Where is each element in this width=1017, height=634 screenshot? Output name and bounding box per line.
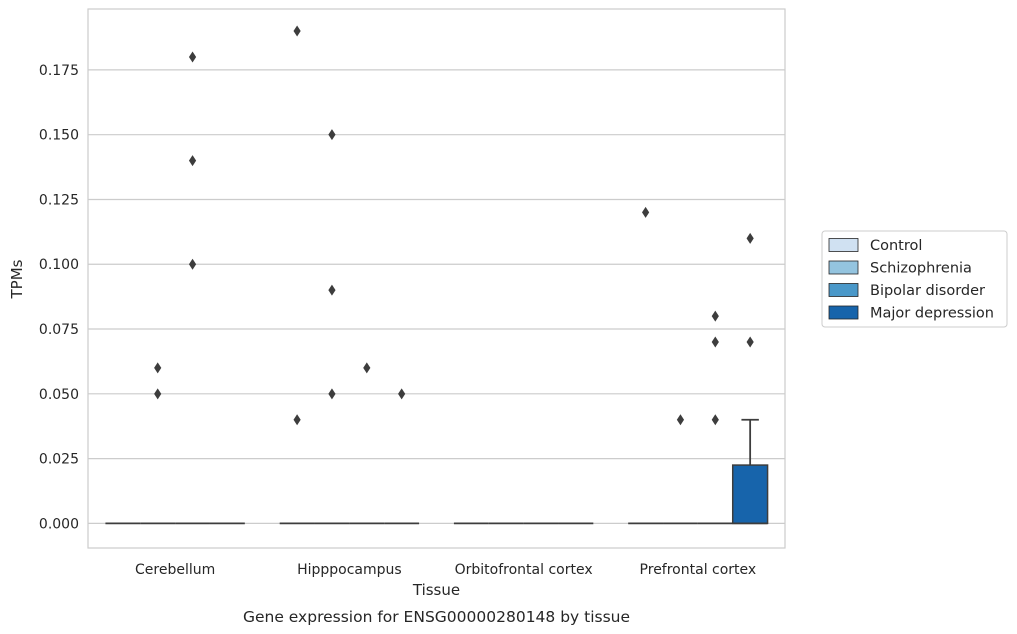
legend-swatch <box>828 305 859 320</box>
outlier-point <box>154 362 162 374</box>
legend: Control Schizophrenia Bipolar disorder Majo… <box>821 230 1008 328</box>
outlier-point <box>293 414 301 426</box>
grid-lines <box>88 69 785 524</box>
y-tick-label: 0.100 <box>39 257 79 273</box>
outlier-point <box>363 362 371 374</box>
box-group <box>663 414 698 525</box>
x-axis-title: Tissue <box>412 581 460 599</box>
outlier-point <box>711 310 719 322</box>
outlier-point <box>746 232 754 244</box>
y-tick-label: 0.175 <box>39 63 79 79</box>
y-tick-label: 0.050 <box>39 387 79 403</box>
chart-caption: Gene expression for ENSG00000280148 by t… <box>243 608 630 626</box>
outlier-point <box>711 414 719 426</box>
outlier-point <box>746 336 754 348</box>
outlier-point <box>188 155 197 167</box>
legend-label: Bipolar disorder <box>870 283 985 299</box>
legend-frame <box>821 230 1008 328</box>
box-group <box>731 232 769 525</box>
outlier-point <box>328 388 336 400</box>
box-group <box>314 129 350 525</box>
outlier-point <box>293 25 301 37</box>
legend-label: Major depression <box>870 306 994 322</box>
outlier-point <box>154 388 162 400</box>
x-tick-label: Hipppocampus <box>297 562 402 578</box>
legend-swatch <box>828 260 859 275</box>
box-group <box>697 310 733 525</box>
outlier-point <box>188 51 197 63</box>
y-tick-label: 0.000 <box>39 516 79 532</box>
x-axis-ticks: Cerebellum Hipppocampus Orbitofrontal cort… <box>135 562 756 578</box>
box-group <box>349 362 385 525</box>
outlier-point <box>328 129 336 141</box>
plot-area <box>88 9 785 548</box>
box-group <box>384 388 420 525</box>
y-tick-label: 0.025 <box>39 452 79 468</box>
y-tick-label: 0.125 <box>39 192 79 208</box>
legend-swatch <box>828 238 859 252</box>
box-group <box>175 51 210 525</box>
x-tick-label: Orbitofrontal cortex <box>455 562 593 578</box>
legend-label: Schizophrenia <box>870 261 972 277</box>
outlier-point <box>642 206 650 218</box>
box-group <box>628 206 664 525</box>
y-axis-ticks: 0.000 0.025 0.050 0.075 0.100 0.125 0.150 0.175 <box>39 63 79 532</box>
box-series <box>105 25 769 525</box>
outlier-point <box>328 284 336 296</box>
legend-swatch <box>828 283 859 297</box>
legend-label: Control <box>870 238 922 254</box>
outlier-point <box>676 414 685 426</box>
outlier-point <box>188 258 197 270</box>
x-tick-label: Prefrontal cortex <box>640 562 757 578</box>
outlier-point <box>711 336 719 348</box>
box-group <box>279 25 315 525</box>
outlier-point <box>398 388 406 400</box>
y-axis-title: TPMs <box>8 259 26 299</box>
x-tick-label: Cerebellum <box>135 562 215 578</box>
plot-frame <box>87 8 786 549</box>
y-tick-label: 0.150 <box>39 128 79 144</box>
y-tick-label: 0.075 <box>39 322 79 338</box>
box-group <box>140 362 176 525</box>
box-body <box>731 464 769 525</box>
